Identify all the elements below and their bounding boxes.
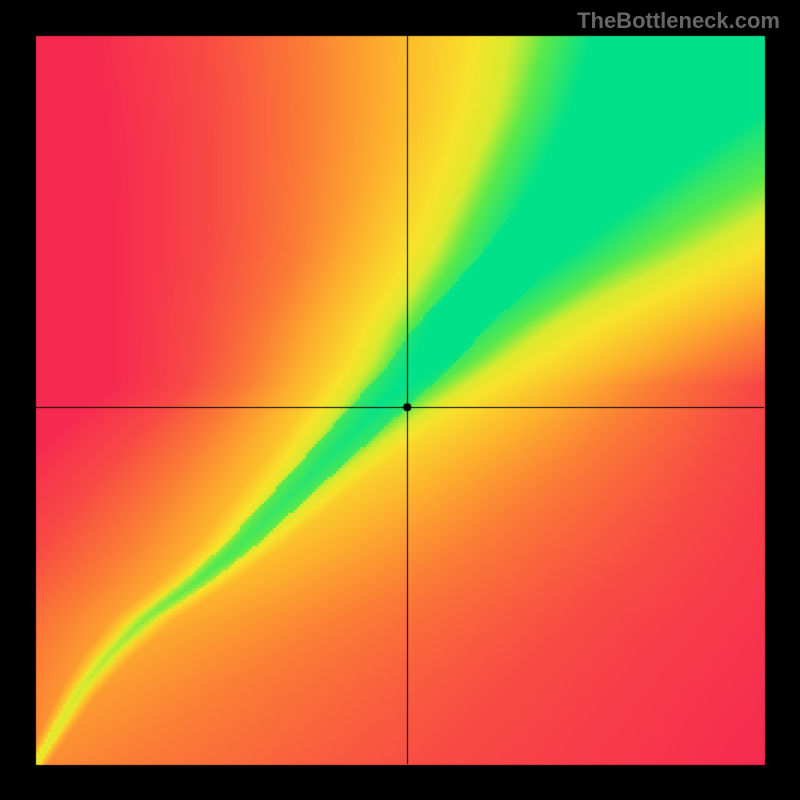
chart-container: TheBottleneck.com bbox=[0, 0, 800, 800]
bottleneck-heatmap bbox=[0, 0, 800, 800]
watermark-text: TheBottleneck.com bbox=[577, 8, 780, 34]
